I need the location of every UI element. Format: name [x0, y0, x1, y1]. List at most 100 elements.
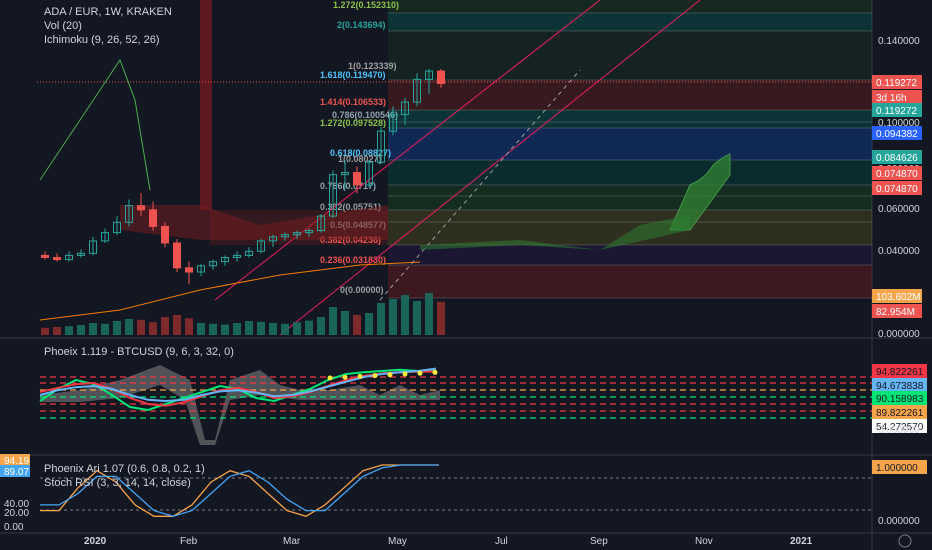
signal-dot	[387, 372, 393, 378]
candle-body	[257, 240, 265, 252]
volume-bar	[185, 318, 193, 335]
volume-legend[interactable]: Vol (20)	[44, 20, 82, 32]
volume-bar	[245, 321, 253, 335]
price-label: 0.074870	[876, 184, 918, 195]
volume-bar	[221, 324, 229, 335]
price-label: 103.602M	[876, 292, 920, 303]
price-label-bg	[872, 405, 927, 419]
volume-bar	[89, 323, 97, 335]
y-tick-label: 40.00	[4, 499, 29, 510]
price-label-bg	[872, 364, 927, 378]
y-tick-label: 0.000000	[878, 516, 920, 527]
fib-label: 1.618(0.119470)	[320, 70, 386, 80]
price-label: 0.084626	[876, 153, 918, 164]
price-label-bg	[872, 419, 927, 433]
candle-body	[377, 130, 385, 163]
price-label-bg	[872, 378, 927, 392]
candle-body	[353, 172, 361, 186]
y-tick-label: 0.040000	[878, 246, 920, 257]
candle-body	[53, 257, 61, 261]
fib-zone	[388, 13, 872, 31]
signal-dot	[417, 370, 423, 376]
fib-label: 1(0.08027)	[338, 154, 382, 164]
volume-bar	[209, 323, 217, 335]
price-label-bg	[872, 304, 922, 318]
volume-bar	[413, 301, 421, 335]
fib-zone	[388, 0, 872, 13]
price-label: 94.822261	[876, 367, 924, 378]
price-label: 54.272570	[876, 422, 924, 433]
ari-legend[interactable]: Phoenix Ari 1.07 (0.6, 0.8, 0.2, 1)	[44, 463, 205, 475]
volume-bar	[317, 317, 325, 335]
x-tick-label: Mar	[283, 536, 301, 547]
x-tick-label: May	[388, 536, 407, 547]
volume-bar	[41, 327, 49, 335]
volume-bar	[233, 323, 241, 335]
left-label-bg	[0, 465, 30, 477]
volume-bar	[401, 295, 409, 335]
candle-body	[281, 234, 289, 238]
fib-zone	[388, 80, 872, 110]
candle-body	[317, 215, 325, 232]
volume-bar	[65, 326, 73, 335]
candle-body	[221, 257, 229, 263]
price-label: 94.673838	[876, 381, 924, 392]
volume-bar	[161, 317, 169, 335]
candle-body	[425, 70, 433, 80]
fib-label: 1.414(0.106533)	[320, 97, 386, 107]
candle-body	[77, 252, 85, 256]
volume-bar	[137, 319, 145, 335]
candle-body	[161, 225, 169, 244]
y-tick-label: 0.000000	[878, 329, 920, 340]
fib-label: 0.786(0.0717)	[320, 181, 376, 191]
volume-bar	[341, 311, 349, 335]
stoch-legend[interactable]: Stoch RSI (3, 3, 14, 14, close)	[44, 477, 191, 489]
volume-bar	[377, 303, 385, 335]
candle-body	[89, 240, 97, 254]
volume-bar	[149, 322, 157, 335]
x-tick-label: Sep	[590, 536, 608, 547]
volume-bar	[101, 323, 109, 335]
price-label: 89.822261	[876, 408, 924, 419]
phoeix-legend[interactable]: Phoeix 1.119 - BTCUSD (9, 6, 3, 32, 0)	[44, 346, 234, 358]
candle-body	[173, 242, 181, 269]
volume-bar	[113, 321, 121, 335]
ichimoku-cloud	[420, 215, 690, 250]
price-label-bg	[872, 90, 922, 104]
candle-body	[245, 250, 253, 256]
ichimoku-legend[interactable]: Ichimoku (9, 26, 52, 26)	[44, 34, 160, 46]
signal-dot	[402, 371, 408, 377]
trendline-upper	[214, 0, 601, 301]
signal-dot	[432, 369, 438, 375]
volume-bar	[305, 320, 313, 335]
price-label-bg	[872, 460, 927, 474]
fib-zone	[388, 185, 872, 210]
tradingview-logo-icon	[898, 534, 912, 548]
signal-dot	[372, 373, 378, 379]
x-tick-label: Feb	[180, 536, 198, 547]
symbol-title[interactable]: ADA / EUR, 1W, KRAKEN	[44, 6, 172, 18]
price-label-bg	[872, 289, 922, 303]
fib-label: 0.786(0.100546)	[332, 110, 398, 120]
price-label-bg	[872, 75, 922, 89]
candle-body	[41, 254, 49, 259]
fib-zone	[388, 128, 872, 160]
price-label: 0.094382	[876, 129, 918, 140]
price-label: 0.119272	[876, 106, 917, 117]
volume-bar	[281, 323, 289, 335]
y-tick-label: 0.00	[4, 522, 24, 533]
y-tick-label: 89.07	[4, 467, 29, 478]
fib-zone	[388, 160, 872, 185]
left-label-bg	[0, 454, 30, 466]
fib-label: 0.236(0.031830)	[320, 255, 386, 265]
candle-body	[233, 254, 241, 259]
volume-bar	[389, 299, 397, 335]
fib-zone	[388, 110, 872, 128]
candle-body	[329, 174, 337, 217]
fib-label: 1.272(0.097528)	[320, 118, 386, 128]
volume-bar	[365, 313, 373, 335]
y-tick-label: 0.060000	[878, 204, 920, 215]
price-label-bg	[872, 150, 922, 164]
volume-bar	[77, 325, 85, 335]
